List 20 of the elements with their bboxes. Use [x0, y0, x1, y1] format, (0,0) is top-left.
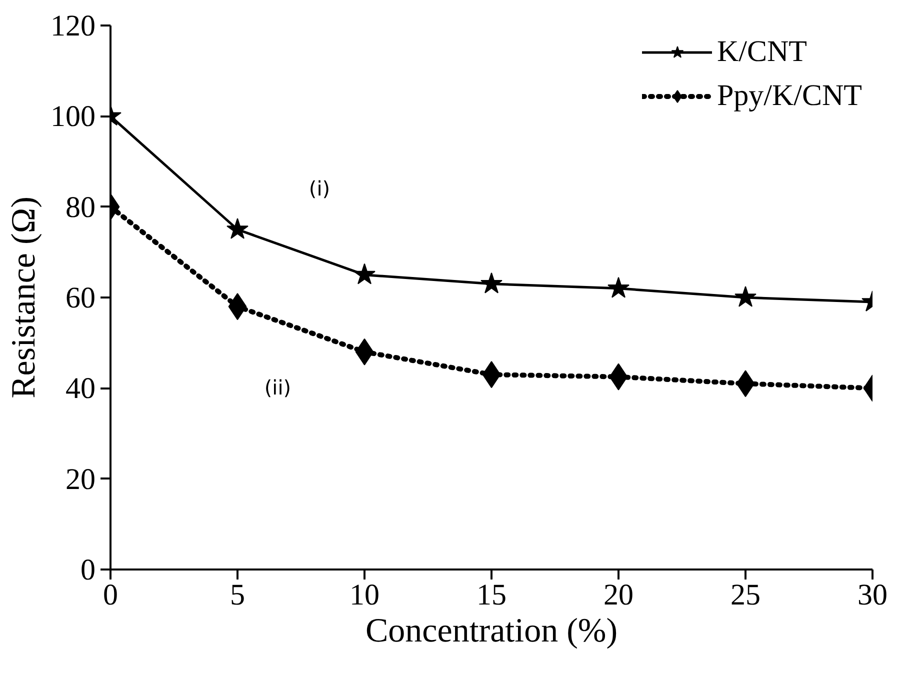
- x-tick-label: 0: [103, 578, 118, 612]
- y-tick-label: 100: [50, 100, 96, 134]
- x-tick-label: 15: [476, 578, 506, 612]
- legend-label: K/CNT: [716, 35, 807, 69]
- x-tick-label: 10: [350, 578, 380, 612]
- x-tick-label: 5: [230, 578, 245, 612]
- y-tick-label: 20: [66, 462, 96, 496]
- annotation: (ii): [264, 375, 292, 400]
- y-tick-label: 80: [66, 190, 96, 224]
- x-tick-label: 20: [604, 578, 634, 612]
- y-tick-label: 120: [50, 10, 96, 42]
- legend-label: Ppy/K/CNT: [716, 79, 862, 113]
- annotation: (i): [308, 176, 330, 201]
- y-tick-label: 40: [66, 372, 96, 406]
- y-tick-label: 0: [80, 554, 96, 586]
- x-tick-label: 25: [730, 578, 760, 612]
- x-axis-title: Concentration (%): [365, 612, 618, 650]
- y-axis-title: Resistance (Ω): [6, 196, 42, 398]
- x-tick-label: 30: [858, 578, 888, 612]
- y-tick-label: 60: [66, 282, 96, 314]
